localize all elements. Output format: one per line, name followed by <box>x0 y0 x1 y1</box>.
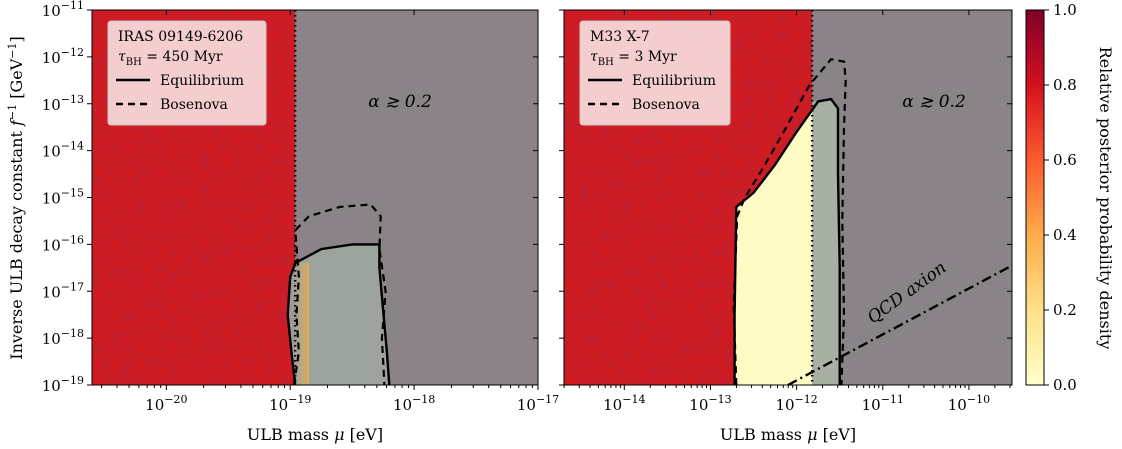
left-legend-box <box>107 20 267 126</box>
y-tick-label: 10−18 <box>42 327 84 348</box>
y-tick-label: 10−13 <box>42 93 84 114</box>
y-tick-label: 10−19 <box>42 374 84 395</box>
y-tick-label: 10−11 <box>42 0 84 20</box>
y-tick-label: 10−16 <box>42 233 84 254</box>
left-legend-bosenova: Bosenova <box>160 97 228 113</box>
x-tick-label: 10−11 <box>862 393 904 414</box>
x-tick-label: 10−13 <box>689 393 731 414</box>
y-tick-label: 10−12 <box>42 46 84 67</box>
colorbar-gradient <box>1025 9 1045 386</box>
right-alpha-annotation: α ≳ 0.2 <box>902 92 966 112</box>
y-tick-label: 10−17 <box>42 280 84 301</box>
right-bosenova-contour <box>732 58 847 385</box>
right-x-axis-label: ULB mass μ [eV] <box>720 425 856 444</box>
right-alpha-region <box>812 10 1012 385</box>
right-equilibrium-contour <box>733 97 841 385</box>
x-tick-label: 10−20 <box>145 393 187 414</box>
colorbar-tick-label: 0.8 <box>1053 76 1077 94</box>
y-axis-label: Inverse ULB decay constant f−1 [GeV−1] <box>6 36 26 359</box>
left-legend-source: IRAS 09149-6206 <box>118 29 243 45</box>
x-tick-label: 10−17 <box>517 393 559 414</box>
colorbar: 0.0 0.2 0.4 0.6 0.8 1.0 Relative posterior pr… <box>1025 1 1115 394</box>
colorbar-tick-label: 0.4 <box>1053 226 1077 244</box>
left-equilibrium-contour <box>286 243 391 385</box>
colorbar-tick-label: 1.0 <box>1053 1 1077 19</box>
x-tick-label: 10−19 <box>269 393 311 414</box>
qcd-axion-line <box>787 264 1012 385</box>
x-tick-label: 10−18 <box>393 393 435 414</box>
right-panel: 10−14 10−13 10−12 10−11 10−10 α ≳ 0.2 QCD ax… <box>559 9 1013 444</box>
right-legend-bosenova: Bosenova <box>632 97 700 113</box>
right-legend: M33 X-7 τBH = 3 Myr Equilibrium Bosenova <box>579 20 731 126</box>
left-panel: 10−20 10−19 10−18 10−17 10−19 10−18 10−17 10−16… <box>42 0 559 444</box>
y-tick-label: 10−15 <box>42 187 84 208</box>
right-legend-source: M33 X-7 <box>590 29 650 45</box>
x-tick-label: 10−12 <box>775 393 817 414</box>
right-legend-equilibrium: Equilibrium <box>632 73 716 89</box>
colorbar-tick-label: 0.2 <box>1053 301 1077 319</box>
x-tick-label: 10−14 <box>603 393 645 414</box>
left-alpha-annotation: α ≳ 0.2 <box>368 92 432 112</box>
colorbar-label: Relative posterior probability density <box>1096 47 1115 350</box>
left-legend-tau: τBH = 450 Myr <box>118 49 223 68</box>
colorbar-tick-label: 0.6 <box>1053 151 1077 169</box>
left-bosenova-contour <box>292 203 387 385</box>
left-legend: IRAS 09149-6206 τBH = 450 Myr Equilibriu… <box>107 20 267 126</box>
left-x-axis-label: ULB mass μ [eV] <box>247 425 383 444</box>
left-legend-equilibrium: Equilibrium <box>160 73 244 89</box>
right-legend-tau: τBH = 3 Myr <box>590 49 677 68</box>
x-tick-label: 10−10 <box>948 393 990 414</box>
colorbar-tick-label: 0.0 <box>1053 376 1077 394</box>
y-tick-label: 10−14 <box>42 140 84 161</box>
left-allowed-region <box>287 244 390 385</box>
right-legend-box <box>579 20 731 126</box>
right-allowed-gray-region <box>812 99 840 385</box>
